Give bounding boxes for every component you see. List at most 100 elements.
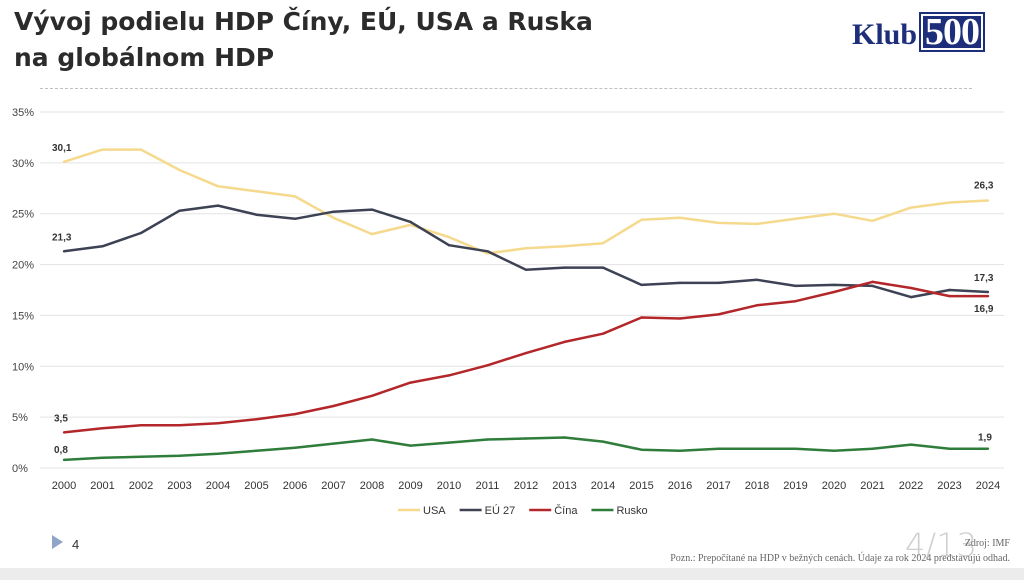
- data-point: [755, 278, 759, 282]
- data-point: [486, 250, 489, 253]
- data-point: [986, 199, 990, 202]
- data-point: [640, 316, 643, 319]
- play-arrow-icon[interactable]: [52, 535, 63, 549]
- y-tick-label: 20%: [12, 260, 34, 272]
- data-point: [832, 212, 836, 215]
- data-point: [948, 201, 951, 204]
- data-point: [794, 299, 797, 303]
- data-point: [332, 216, 335, 219]
- data-point: [717, 313, 720, 316]
- data-point: [563, 245, 566, 248]
- data-point: [255, 213, 258, 216]
- x-tick-label: 2013: [552, 480, 576, 492]
- data-point: [101, 148, 104, 151]
- series-line: [63, 436, 988, 462]
- data-point: [948, 447, 951, 450]
- data-point: [178, 209, 181, 212]
- data-point: [409, 444, 412, 447]
- data-point: [293, 446, 297, 449]
- x-tick-label: 2002: [129, 480, 153, 492]
- logo-number: 500: [919, 12, 986, 52]
- data-point: [255, 190, 258, 193]
- x-tick-label: 2012: [514, 480, 538, 492]
- data-point: [216, 452, 220, 455]
- data-point: [101, 456, 104, 460]
- data-label: 1,9: [978, 433, 992, 444]
- data-point: [409, 220, 412, 224]
- data-point: [447, 244, 451, 247]
- data-point: [370, 438, 374, 441]
- x-tick-label: 2001: [90, 480, 114, 492]
- gridlines: [40, 111, 1004, 469]
- data-point: [524, 351, 528, 355]
- data-point: [139, 455, 143, 459]
- x-tick-label: 2016: [668, 480, 692, 492]
- data-point: [832, 449, 836, 452]
- data-point: [909, 286, 913, 290]
- data-point: [332, 210, 335, 213]
- data-point: [563, 340, 566, 344]
- data-point: [948, 288, 951, 292]
- data-point: [717, 281, 720, 285]
- y-tick-label: 0%: [12, 463, 28, 475]
- data-point: [601, 332, 605, 335]
- x-axis-ticks: 2000 2001 2002 2003 2004 2005 2006 2007 2008 2009…: [52, 480, 1000, 492]
- series-line: [63, 148, 989, 255]
- klub500-logo: Klub 500: [852, 12, 986, 52]
- series-line: [63, 204, 989, 299]
- data-point: [139, 231, 143, 235]
- data-point: [717, 447, 720, 450]
- data-point: [909, 295, 913, 299]
- x-tick-label: 2022: [899, 480, 923, 492]
- x-tick-label: 2010: [437, 480, 461, 492]
- data-point: [601, 440, 605, 443]
- data-point: [601, 242, 605, 245]
- slide-counter: 4/13: [905, 526, 977, 564]
- x-tick-label: 2011: [476, 480, 500, 492]
- x-tick-label: 2015: [629, 480, 653, 492]
- data-point: [871, 219, 874, 223]
- title-line-2: na globálnom HDP: [14, 43, 275, 72]
- data-label: 21,3: [52, 232, 72, 243]
- data-point: [755, 222, 759, 226]
- data-point: [216, 204, 220, 207]
- title-divider: [40, 88, 972, 89]
- data-point: [640, 283, 643, 287]
- data-point: [832, 283, 836, 287]
- y-tick-label: 15%: [12, 310, 34, 322]
- data-point: [101, 427, 104, 430]
- x-tick-label: 2014: [591, 480, 615, 492]
- data-point: [216, 422, 220, 425]
- data-point: [447, 235, 451, 239]
- y-tick-label: 25%: [12, 209, 34, 221]
- data-point: [62, 458, 66, 462]
- legend-label: USA: [423, 505, 446, 517]
- data-point: [755, 447, 759, 450]
- y-tick-label: 10%: [12, 361, 34, 373]
- data-point: [601, 266, 605, 269]
- slide-title: Vývoj podielu HDP Číny, EÚ, USA a Ruska …: [14, 4, 593, 76]
- data-labels: 30,1 26,3 21,3 17,3 3,5 16,9 0,8 1,9: [52, 143, 994, 456]
- data-point: [524, 268, 528, 271]
- x-tick-label: 2019: [783, 480, 807, 492]
- data-label: 30,1: [52, 143, 72, 154]
- data-point: [909, 206, 913, 209]
- bottom-bar: [0, 568, 1024, 580]
- data-point: [62, 160, 66, 164]
- x-tick-label: 2005: [244, 480, 268, 492]
- data-point: [62, 250, 66, 253]
- data-point: [255, 449, 258, 452]
- data-point: [409, 223, 412, 227]
- y-tick-label: 30%: [12, 158, 34, 170]
- data-point: [563, 266, 566, 269]
- data-point: [524, 247, 528, 250]
- x-tick-label: 2008: [360, 480, 384, 492]
- data-label: 16,9: [974, 304, 994, 315]
- data-point: [986, 294, 990, 298]
- data-point: [216, 185, 220, 188]
- x-tick-label: 2004: [206, 480, 230, 492]
- page-number: 4: [72, 537, 80, 552]
- data-point: [293, 217, 297, 220]
- x-tick-label: 2024: [976, 480, 1000, 492]
- data-label: 0,8: [54, 445, 68, 456]
